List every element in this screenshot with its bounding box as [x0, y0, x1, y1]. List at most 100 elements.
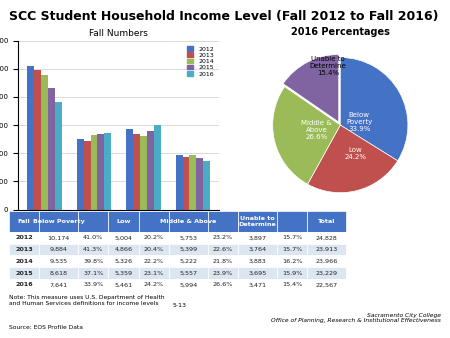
- Legend: 2012, 2013, 2014, 2015, 2016: 2012, 2013, 2014, 2015, 2016: [184, 44, 216, 79]
- FancyBboxPatch shape: [169, 267, 208, 279]
- Text: 23.9%: 23.9%: [213, 270, 233, 275]
- FancyBboxPatch shape: [238, 256, 277, 267]
- FancyBboxPatch shape: [78, 256, 108, 267]
- Text: 5,557: 5,557: [179, 270, 197, 275]
- FancyBboxPatch shape: [108, 232, 139, 244]
- FancyBboxPatch shape: [208, 211, 238, 232]
- Text: Low: Low: [116, 219, 130, 224]
- Text: 39.8%: 39.8%: [83, 259, 104, 264]
- Bar: [176, 155, 183, 210]
- Text: 3,764: 3,764: [248, 247, 266, 252]
- FancyBboxPatch shape: [307, 279, 346, 291]
- Text: 2012: 2012: [15, 235, 33, 240]
- FancyBboxPatch shape: [108, 279, 139, 291]
- Wedge shape: [340, 57, 408, 161]
- Text: 5,994: 5,994: [179, 282, 198, 287]
- FancyBboxPatch shape: [139, 244, 169, 256]
- Text: 3,897: 3,897: [248, 235, 266, 240]
- FancyBboxPatch shape: [307, 211, 346, 232]
- FancyBboxPatch shape: [139, 256, 169, 267]
- FancyBboxPatch shape: [39, 267, 78, 279]
- Text: Note: This measure uses U.S. Department of Health
and Human Services definitions: Note: This measure uses U.S. Department …: [9, 295, 165, 306]
- Text: 16.2%: 16.2%: [282, 259, 302, 264]
- Text: 23,229: 23,229: [315, 270, 338, 275]
- Text: Unable to
Determine
15.4%: Unable to Determine 15.4%: [310, 56, 346, 76]
- Text: 23,913: 23,913: [315, 247, 338, 252]
- Bar: [183, 156, 189, 210]
- FancyBboxPatch shape: [139, 232, 169, 244]
- Bar: [189, 155, 196, 210]
- Bar: [140, 136, 147, 210]
- FancyBboxPatch shape: [307, 267, 346, 279]
- Text: 24.2%: 24.2%: [144, 282, 164, 287]
- Wedge shape: [273, 87, 340, 184]
- Bar: [90, 135, 98, 210]
- Text: 33.9%: 33.9%: [83, 282, 104, 287]
- Text: 9,884: 9,884: [50, 247, 68, 252]
- FancyBboxPatch shape: [307, 244, 346, 256]
- FancyBboxPatch shape: [277, 211, 307, 232]
- FancyBboxPatch shape: [78, 279, 108, 291]
- FancyBboxPatch shape: [169, 211, 208, 232]
- Bar: [98, 134, 104, 210]
- Text: 24,828: 24,828: [315, 235, 338, 240]
- FancyBboxPatch shape: [208, 279, 238, 291]
- Bar: [27, 66, 34, 210]
- Text: 5,004: 5,004: [114, 235, 132, 240]
- Text: 23.2%: 23.2%: [213, 235, 233, 240]
- Bar: [34, 70, 41, 210]
- Title: Fall Numbers: Fall Numbers: [89, 29, 148, 39]
- FancyBboxPatch shape: [78, 232, 108, 244]
- FancyBboxPatch shape: [139, 211, 169, 232]
- Text: 15.4%: 15.4%: [282, 282, 302, 287]
- FancyBboxPatch shape: [238, 244, 277, 256]
- FancyBboxPatch shape: [307, 256, 346, 267]
- Bar: [84, 141, 90, 210]
- Text: 3,471: 3,471: [248, 282, 266, 287]
- Text: 37.1%: 37.1%: [83, 270, 104, 275]
- Text: 3,883: 3,883: [248, 259, 266, 264]
- Text: Low
24.2%: Low 24.2%: [344, 147, 366, 160]
- FancyBboxPatch shape: [108, 211, 139, 232]
- Text: Unable to
Determine: Unable to Determine: [238, 216, 276, 227]
- Text: 5-13: 5-13: [173, 303, 187, 308]
- FancyBboxPatch shape: [78, 211, 108, 232]
- FancyBboxPatch shape: [39, 256, 78, 267]
- Text: 23,966: 23,966: [315, 259, 338, 264]
- Text: 15.9%: 15.9%: [282, 270, 302, 275]
- FancyBboxPatch shape: [39, 232, 78, 244]
- Text: 4,866: 4,866: [114, 247, 133, 252]
- FancyBboxPatch shape: [277, 244, 307, 256]
- FancyBboxPatch shape: [307, 232, 346, 244]
- FancyBboxPatch shape: [39, 244, 78, 256]
- Text: 5,461: 5,461: [114, 282, 133, 287]
- Text: 2013: 2013: [15, 247, 33, 252]
- Text: 8,618: 8,618: [50, 270, 68, 275]
- FancyBboxPatch shape: [39, 211, 78, 232]
- FancyBboxPatch shape: [108, 244, 139, 256]
- Bar: [203, 161, 210, 210]
- Bar: [104, 132, 111, 210]
- Text: Total: Total: [318, 219, 335, 224]
- Title: 2016 Percentages: 2016 Percentages: [291, 27, 390, 37]
- FancyBboxPatch shape: [238, 211, 277, 232]
- FancyBboxPatch shape: [78, 267, 108, 279]
- Text: 22,567: 22,567: [315, 282, 338, 287]
- FancyBboxPatch shape: [208, 267, 238, 279]
- Text: 20.4%: 20.4%: [144, 247, 164, 252]
- Text: 5,399: 5,399: [179, 247, 198, 252]
- FancyBboxPatch shape: [238, 267, 277, 279]
- Bar: [133, 134, 140, 210]
- FancyBboxPatch shape: [277, 267, 307, 279]
- FancyBboxPatch shape: [208, 232, 238, 244]
- Text: SCC Student Household Income Level (Fall 2012 to Fall 2016): SCC Student Household Income Level (Fall…: [9, 10, 438, 23]
- Text: 3,695: 3,695: [248, 270, 266, 275]
- Text: Source: EOS Profile Data: Source: EOS Profile Data: [9, 325, 83, 330]
- Text: 5,359: 5,359: [114, 270, 133, 275]
- Text: 15.7%: 15.7%: [282, 235, 302, 240]
- FancyBboxPatch shape: [108, 256, 139, 267]
- Text: Below
Poverty
33.9%: Below Poverty 33.9%: [346, 112, 372, 132]
- FancyBboxPatch shape: [139, 279, 169, 291]
- FancyBboxPatch shape: [78, 244, 108, 256]
- FancyBboxPatch shape: [169, 279, 208, 291]
